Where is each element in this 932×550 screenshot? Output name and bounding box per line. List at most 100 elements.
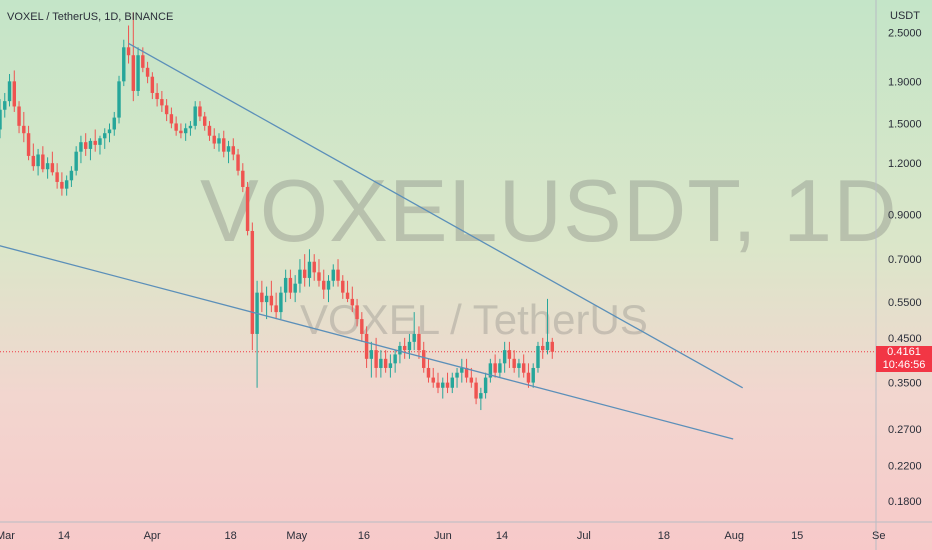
candle-body	[264, 295, 269, 303]
candle-body	[431, 377, 435, 383]
candle-body	[45, 163, 50, 170]
candle-body	[107, 129, 112, 134]
candle-body	[188, 125, 193, 129]
candle-body	[174, 123, 178, 131]
candle-body	[422, 350, 426, 368]
x-tick-label: Mar	[0, 530, 15, 542]
x-tick-label: Jul	[577, 530, 591, 542]
bar-countdown-label: 10:46:56	[882, 358, 926, 371]
candle-body	[79, 142, 83, 152]
candle-body	[317, 272, 321, 281]
candle-body	[103, 133, 107, 139]
candle-body	[141, 55, 145, 68]
y-tick-label: 0.9000	[888, 209, 922, 221]
candle-body	[160, 99, 164, 106]
current-price-badge: 0.4161 10:46:56	[876, 345, 932, 372]
candle-body	[83, 142, 88, 149]
candle-body	[150, 76, 155, 93]
candle-body	[26, 133, 31, 156]
trendline	[0, 245, 734, 440]
candle-body	[217, 138, 221, 144]
watermark-ticker: VOXELUSDT, 1D	[200, 161, 898, 260]
candle-body	[412, 333, 416, 342]
y-tick-label: 0.4500	[888, 333, 922, 345]
candle-body	[136, 55, 140, 91]
y-tick-label: 0.1800	[888, 496, 922, 508]
candle-body	[98, 138, 102, 145]
candle-body	[545, 341, 550, 351]
candle-body	[31, 155, 36, 167]
candle-body	[426, 367, 431, 378]
x-tick-label: 18	[225, 530, 237, 542]
candle-body	[0, 109, 2, 130]
candle-body	[312, 261, 316, 273]
candle-body	[326, 280, 331, 290]
candle-body	[402, 345, 407, 351]
candle-body	[269, 295, 274, 306]
candle-body	[88, 140, 93, 149]
symbol-header[interactable]: VOXEL / TetherUS, 1D, BINANCE	[7, 11, 174, 23]
candle-body	[398, 345, 402, 355]
candle-body	[488, 363, 493, 378]
y-tick-label: 1.9000	[888, 76, 922, 88]
candle-body	[393, 354, 397, 364]
candle-body	[464, 367, 469, 378]
candle-body	[112, 117, 116, 130]
candle-body	[22, 125, 26, 134]
candle-body	[550, 341, 554, 352]
candle-body	[126, 47, 131, 56]
price-axis-unit: USDT	[890, 10, 920, 22]
candle-body	[145, 67, 150, 77]
candle-body	[407, 341, 412, 351]
candle-body	[364, 333, 369, 359]
trendline	[128, 42, 744, 389]
candle-body	[283, 277, 288, 293]
candle-body	[260, 292, 264, 303]
candle-body	[60, 181, 64, 189]
candle-body	[445, 382, 450, 388]
candle-body	[226, 146, 231, 152]
candle-body	[169, 114, 174, 124]
candle-body	[341, 280, 345, 293]
candle-body	[198, 106, 202, 117]
candle-body	[250, 230, 255, 334]
candle-body	[417, 333, 421, 351]
candle-body	[231, 146, 235, 155]
candle-body	[383, 358, 388, 368]
candle-body	[302, 269, 307, 278]
candle-body	[526, 372, 531, 383]
candle-body	[307, 261, 312, 278]
candle-body	[193, 106, 197, 126]
candle-body	[274, 305, 278, 313]
candle-body	[74, 151, 78, 171]
candle-body	[222, 138, 226, 152]
candle-body	[179, 130, 183, 134]
candle-body	[474, 382, 478, 399]
candle-body	[379, 358, 383, 368]
candle-body	[521, 363, 526, 373]
x-tick-label: Jun	[434, 530, 452, 542]
candle-body	[3, 101, 7, 110]
candle-body	[164, 105, 169, 115]
candle-body	[36, 154, 40, 167]
candle-body	[517, 363, 521, 368]
y-tick-label: 0.7000	[888, 254, 922, 266]
y-tick-label: 1.5000	[888, 118, 922, 130]
candle-body	[279, 292, 283, 313]
candle-body	[41, 154, 45, 170]
watermark-pair: VOXEL / TetherUS	[300, 296, 648, 343]
candle-body	[450, 377, 454, 388]
candle-body	[483, 377, 488, 394]
candle-body	[507, 350, 512, 359]
y-tick-label: 0.2200	[888, 460, 922, 472]
candle-body	[236, 154, 240, 171]
candle-body	[531, 367, 535, 383]
y-tick-label: 0.5500	[888, 297, 922, 309]
candle-body	[183, 128, 188, 134]
candle-body	[460, 367, 464, 373]
x-tick-label: Aug	[724, 530, 744, 542]
y-tick-label: 2.5000	[888, 27, 922, 39]
candle-body	[345, 292, 350, 299]
